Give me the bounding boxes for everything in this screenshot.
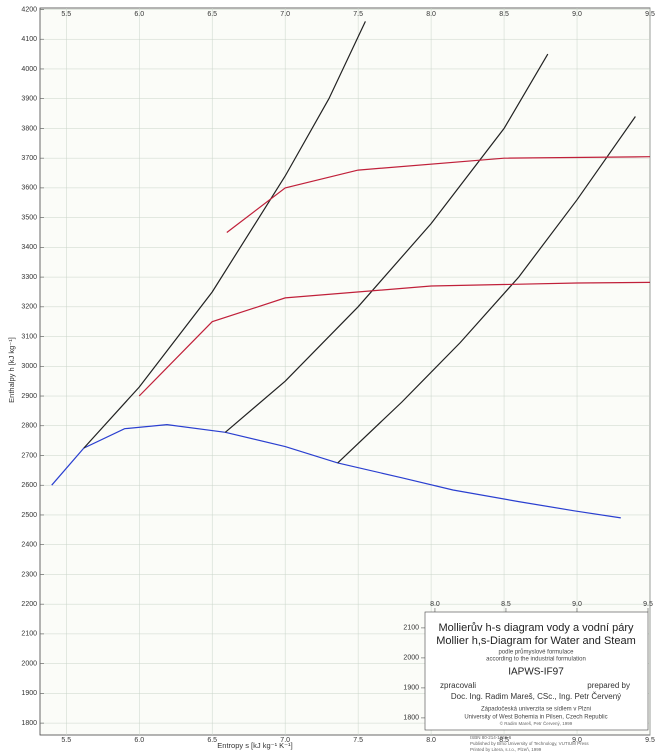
inset-x-tick-label: 8.0 xyxy=(430,601,440,608)
formulation-en: according to the industrial formulation xyxy=(486,657,586,663)
inset-x-tick-label: 9.0 xyxy=(572,601,582,608)
inset-x-tick-label: 9.5 xyxy=(643,601,653,608)
x-tick-label: 8.0 xyxy=(426,737,436,744)
y-tick-label: 3300 xyxy=(21,274,37,281)
standard: IAPWS-IF97 xyxy=(508,667,564,678)
title-en: Mollier h,s-Diagram for Water and Steam xyxy=(436,635,636,647)
x-tick-label: 9.0 xyxy=(572,11,582,18)
x-tick-label: 6.0 xyxy=(134,737,144,744)
y-tick-label: 1800 xyxy=(21,720,37,727)
title-cz: Mollierův h-s diagram vody a vodní páry xyxy=(438,622,634,634)
y-tick-label: 1900 xyxy=(21,690,37,697)
x-tick-label: 6.5 xyxy=(207,737,217,744)
y-tick-label: 2200 xyxy=(21,601,37,608)
inset-y-tick-label: 2000 xyxy=(403,655,419,662)
y-tick-label: 4000 xyxy=(21,66,37,73)
y-tick-label: 2100 xyxy=(21,631,37,638)
y-tick-label: 3500 xyxy=(21,214,37,221)
y-axis-label: Enthalpy h [kJ kg⁻¹] xyxy=(7,337,16,403)
y-tick-label: 3600 xyxy=(21,185,37,192)
x-tick-label: 9.5 xyxy=(645,11,655,18)
y-tick-label: 2300 xyxy=(21,571,37,578)
institution-en: University of West Bohemia in Pilsen, Cz… xyxy=(464,715,607,721)
y-tick-label: 2000 xyxy=(21,660,37,667)
y-tick-label: 3200 xyxy=(21,304,37,311)
y-tick-label: 3000 xyxy=(21,363,37,370)
x-tick-label: 6.5 xyxy=(207,11,217,18)
publisher: Published by Brno University of Technolo… xyxy=(470,741,589,746)
authors: Doc. Ing. Radim Mareš, CSc., Ing. Petr Č… xyxy=(451,692,621,701)
chart: 5.55.56.06.06.56.57.07.07.57.58.08.08.58… xyxy=(0,0,665,753)
inset-y-tick-label: 1900 xyxy=(403,685,419,692)
prepared-cz: zpracovali xyxy=(440,681,476,690)
y-tick-label: 2400 xyxy=(21,542,37,549)
x-tick-label: 6.0 xyxy=(134,11,144,18)
inset-x-tick-label: 8.5 xyxy=(501,601,511,608)
y-tick-label: 2500 xyxy=(21,512,37,519)
copyright: © Radim Mareš, Petr Červený, 1999 xyxy=(500,720,573,726)
y-tick-label: 4200 xyxy=(21,6,37,13)
inset-y-tick-label: 2100 xyxy=(403,625,419,632)
x-tick-label: 7.0 xyxy=(280,11,290,18)
x-tick-label: 5.5 xyxy=(61,737,71,744)
prepared-en: prepared by xyxy=(587,681,630,690)
y-tick-label: 2800 xyxy=(21,423,37,430)
y-tick-label: 2600 xyxy=(21,482,37,489)
x-tick-label: 9.5 xyxy=(645,737,655,744)
inset-y-tick-label: 1800 xyxy=(403,715,419,722)
y-tick-label: 3800 xyxy=(21,125,37,132)
x-tick-label: 7.5 xyxy=(353,737,363,744)
y-tick-label: 3700 xyxy=(21,155,37,162)
x-tick-label: 7.5 xyxy=(353,11,363,18)
x-tick-label: 8.0 xyxy=(426,11,436,18)
y-tick-label: 2700 xyxy=(21,452,37,459)
y-tick-label: 4100 xyxy=(21,36,37,43)
isbn: ISBN 80-214-1266-6 xyxy=(470,735,512,740)
y-tick-label: 3400 xyxy=(21,244,37,251)
formulation-cz: podle průmyslové formulace xyxy=(498,649,574,656)
x-tick-label: 5.5 xyxy=(61,11,71,18)
y-tick-label: 3100 xyxy=(21,333,37,340)
printer: Printed by Litera, s.r.o., Plzeň, 1999 xyxy=(470,747,542,752)
x-tick-label: 8.5 xyxy=(499,11,509,18)
y-tick-label: 3900 xyxy=(21,96,37,103)
y-tick-label: 2900 xyxy=(21,393,37,400)
institution-cz: Západočeská univerzita se sídlem v Plzni xyxy=(481,707,591,713)
x-axis-label: Entropy s [kJ kg⁻¹ K⁻¹] xyxy=(217,741,292,750)
